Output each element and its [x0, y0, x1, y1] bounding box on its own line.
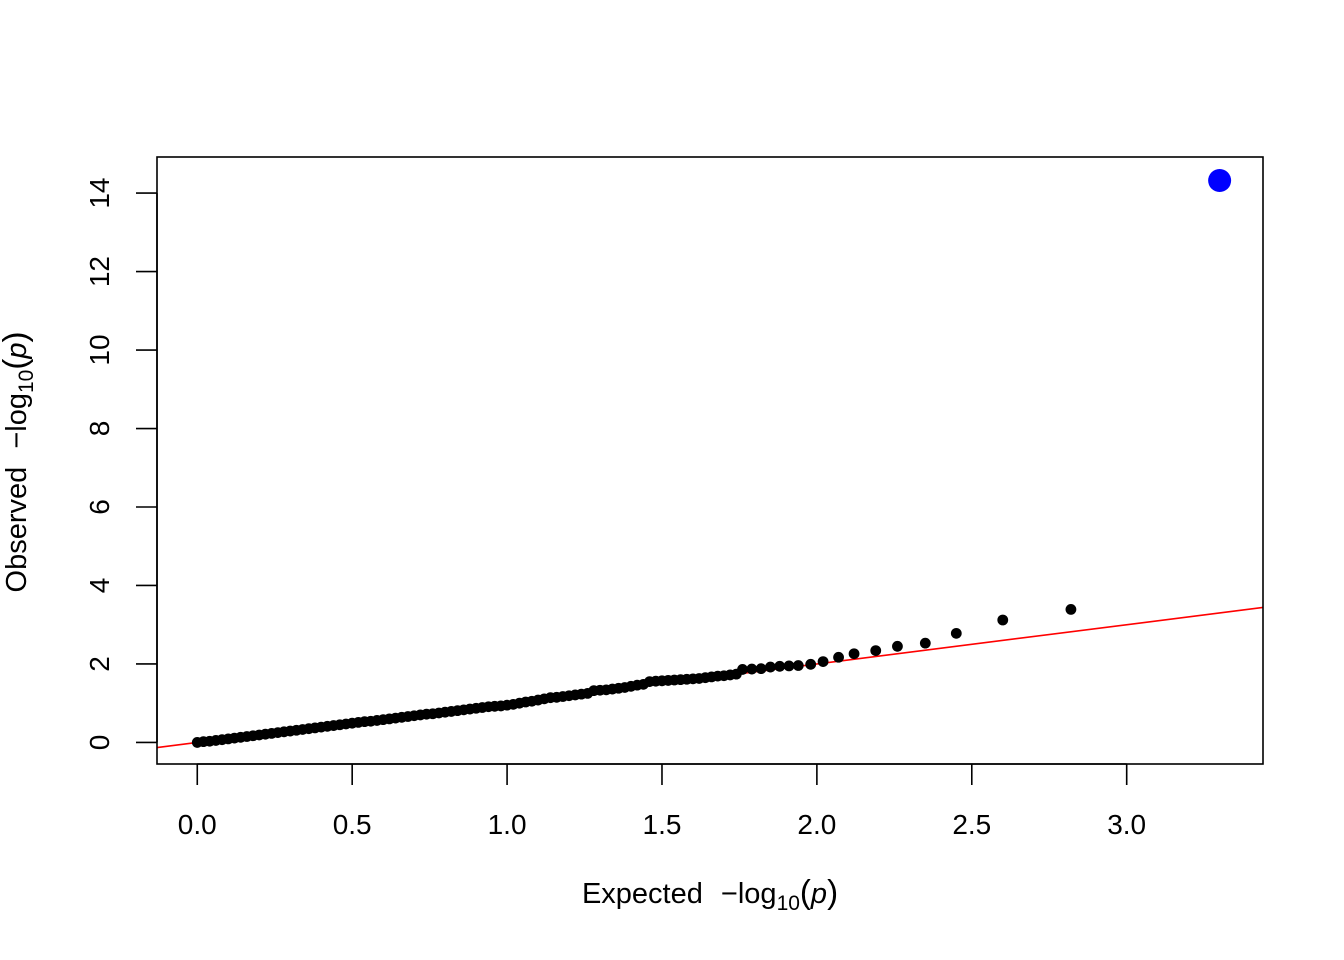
y-axis-title: Observed −log10(p) [0, 332, 38, 593]
data-point [774, 660, 786, 672]
x-tick-label: 0.5 [333, 809, 372, 840]
outlier-point [1208, 169, 1232, 193]
y-tick-label: 8 [84, 421, 115, 437]
data-point [1065, 604, 1077, 615]
data-point [892, 640, 903, 652]
data-point [783, 660, 795, 672]
data-point [792, 660, 804, 671]
x-tick-label: 0.0 [178, 809, 217, 840]
data-point [848, 648, 860, 660]
x-tick-label: 1.5 [643, 809, 682, 840]
y-tick-label: 14 [84, 178, 115, 209]
data-point [870, 645, 882, 657]
y-tick-label: 12 [84, 256, 115, 287]
x-tick-label: 3.0 [1107, 809, 1146, 840]
data-point [919, 637, 931, 649]
y-axis: 0 2 4 6 8 10 12 14 [84, 178, 158, 751]
x-tick-label: 1.0 [488, 809, 527, 840]
x-axis: 0.0 0.5 1.0 1.5 2.0 2.5 3.0 [178, 763, 1146, 840]
x-axis-title: Expected −log10(p) [582, 873, 838, 915]
data-point [746, 663, 758, 675]
data-point [997, 614, 1009, 626]
x-tick-label: 2.0 [797, 809, 836, 840]
y-tick-label: 4 [84, 578, 115, 594]
data-point [805, 658, 817, 670]
data-point [817, 656, 829, 667]
data-point [765, 661, 776, 673]
data-point [833, 651, 844, 663]
data-point [737, 664, 748, 675]
x-tick-label: 2.5 [952, 809, 991, 840]
y-tick-label: 6 [84, 499, 115, 515]
y-tick-label: 0 [84, 735, 115, 751]
data-point [950, 627, 962, 639]
y-tick-label: 2 [84, 656, 115, 672]
y-tick-label: 10 [84, 334, 115, 365]
data-point [755, 663, 767, 675]
